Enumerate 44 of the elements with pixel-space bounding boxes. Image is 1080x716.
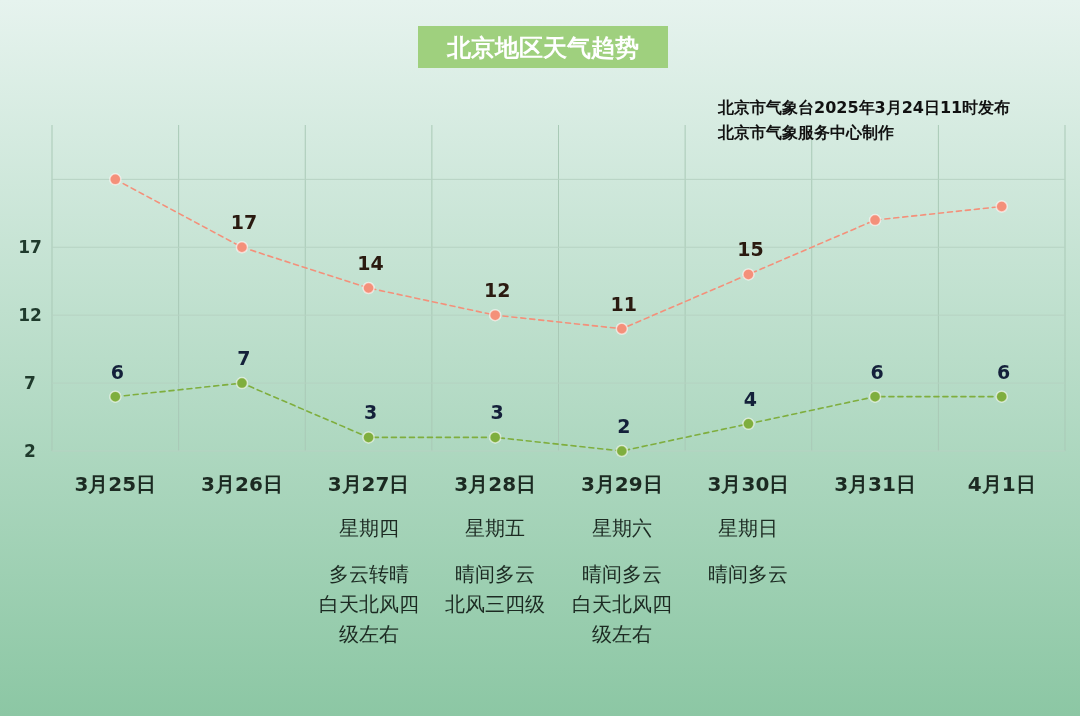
point xyxy=(615,444,629,458)
point xyxy=(235,376,249,390)
point xyxy=(109,173,122,186)
x-tick-label: 3月30日星期日晴间多云 xyxy=(707,472,790,586)
x-tick-label: 4月1日 xyxy=(967,472,1036,496)
data-label: 6 xyxy=(870,360,884,383)
x-tick-label: 3月27日星期四多云转晴白天北风四级左右 xyxy=(318,472,419,646)
data-label: 4 xyxy=(743,387,758,410)
data-label: 15 xyxy=(737,238,764,261)
point xyxy=(488,308,502,322)
point xyxy=(362,281,375,295)
chart-title: 北京地区天气趋势 xyxy=(446,34,639,62)
point xyxy=(742,268,755,281)
y-tick-label: 2 xyxy=(24,441,36,461)
point xyxy=(995,200,1008,213)
data-label: 14 xyxy=(357,252,384,274)
y-tick-label: 17 xyxy=(18,237,42,258)
x-tick-label: 3月25日 xyxy=(74,472,157,496)
point xyxy=(235,241,249,254)
data-label: 3 xyxy=(363,401,378,424)
x-tick-label: 3月26日 xyxy=(201,472,283,496)
data-label: 6 xyxy=(110,360,124,383)
point xyxy=(615,322,629,335)
data-label: 17 xyxy=(230,211,258,234)
data-label: 12 xyxy=(483,279,511,302)
x-tick-label: 3月29日星期六晴间多云白天北风四级左右 xyxy=(571,472,672,646)
y-tick-label: 12 xyxy=(18,305,42,326)
point xyxy=(995,390,1008,403)
x-tick-label: 3月31日 xyxy=(834,472,916,496)
x-tick-label: 3月28日星期五晴间多云北风三四级 xyxy=(445,472,546,616)
point xyxy=(109,390,122,403)
point xyxy=(868,390,882,403)
data-label: 2 xyxy=(617,415,631,437)
y-tick-label: 7 xyxy=(24,373,36,394)
point xyxy=(488,431,502,444)
data-label: 3 xyxy=(490,401,504,424)
point xyxy=(362,431,375,444)
data-label: 11 xyxy=(610,292,638,315)
text: 北京市气象台2025年3月24日11时发布 xyxy=(717,98,1011,117)
data-label: 7 xyxy=(237,347,251,370)
data-label: 6 xyxy=(997,360,1011,383)
point xyxy=(742,417,755,431)
annotation: 北京市气象服务中心制作 xyxy=(717,123,894,142)
point xyxy=(868,213,882,227)
